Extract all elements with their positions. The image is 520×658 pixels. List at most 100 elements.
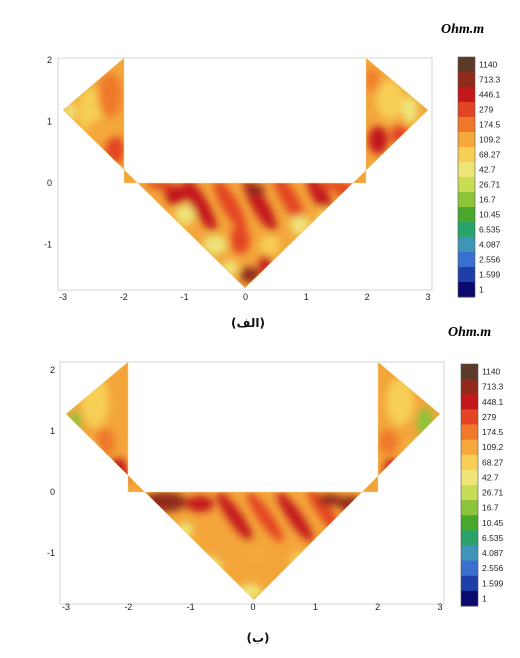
colorbar-label: 68.27 [479,150,501,160]
x-axis-ticks: -3 -2 -1 0 1 2 3 [59,292,431,302]
colorbar-label: 1 [482,593,487,603]
colorbar-swatch [461,439,478,456]
y-tick-label: 1 [50,426,55,436]
colorbar-swatch [461,590,478,607]
resistivity-patch [318,180,342,190]
colorbar-swatch [458,117,475,133]
resistivity-patch [69,412,81,432]
resistivity-patch [175,205,195,225]
x-axis-ticks: -3 -2 -1 0 1 2 3 [62,602,443,612]
resistivity-patch [140,507,160,527]
colorbar-swatch [461,530,478,546]
colorbar-swatch [461,515,478,531]
colorbar-swatch [458,267,475,283]
colorbar-swatch [461,394,478,410]
resistivity-patch [368,126,388,154]
colorbar-swatch [458,282,475,298]
colorbar-label: 1140 [482,367,501,377]
colorbar-swatch [458,87,475,103]
resistivity-patch [332,534,348,550]
colorbar-swatch [461,379,478,395]
resistivity-patch [105,136,125,164]
y-axis-ticks: 2 1 0 -1 [44,55,52,250]
x-tick-label: 2 [365,292,370,302]
resistivity-patch [402,96,418,124]
y-tick-label: 2 [47,55,52,65]
colorbar-swatch [458,207,475,223]
resistivity-patch [207,574,223,586]
resistivity-patch [390,125,410,145]
colorbar-swatch [458,177,475,193]
colorbar-swatch [461,424,478,441]
resistivity-patch [163,185,187,205]
resistivity-patch [167,539,183,555]
resistivity-patch [366,68,378,92]
colorbar-label: 446.1 [479,90,501,100]
colorbar-swatch [458,132,475,148]
x-tick-label: -1 [181,292,189,302]
plot-frame [59,361,445,605]
colorbar-swatch [461,560,478,577]
colorbar-swatch [461,575,478,592]
resistivity-patch [86,120,114,140]
resistivity-patch [95,428,115,456]
resistivity-patch [98,73,122,117]
colorbar-swatch [458,162,475,178]
colorbar-label: 713.3 [479,75,501,85]
x-tick-label: 1 [313,602,318,612]
resistivity-patch [230,226,250,254]
x-tick-label: 2 [375,602,380,612]
colorbar-label: 174.5 [479,120,501,130]
colorbar-label: 448.1 [482,397,504,407]
resistivity-patch [276,492,314,542]
colorbar-swatch [461,454,478,471]
resistivity-patch [213,178,247,232]
colorbar-title: Ohm.m [441,22,484,37]
colorbar: 1140 713.3 448.1 279 174.5 109.2 68.27 42.7 26.7… [460,363,504,607]
resistivity-field [63,58,428,288]
resistivity-patch [183,178,217,232]
colorbar-frame [460,363,479,607]
resistivity-patch [238,584,262,600]
resistivity-patch [146,180,174,190]
resistivity-patch [64,102,76,122]
colorbar-label: 10.45 [482,518,504,528]
resistivity-patch [246,492,284,542]
resistivity-patch [203,235,227,255]
colorbar-swatch [461,469,478,486]
y-tick-label: 1 [47,117,52,127]
colorbar-swatch [461,485,478,501]
colorbar-label: 68.27 [482,457,504,467]
colorbar-swatch [458,192,475,208]
resistivity-patch [260,235,280,255]
colorbar-label: 109.2 [479,135,501,145]
colorbar-swatch [458,72,475,88]
x-tick-label: 3 [437,602,442,612]
resistivity-patch [245,184,265,196]
y-tick-label: -1 [47,548,55,558]
colorbar-swatch [461,500,478,516]
plot-frame [57,57,433,291]
y-tick-label: 0 [50,487,55,497]
colorbar-swatch [461,409,478,425]
colorbar-label: 1.599 [479,270,501,280]
colorbar-label: 2.556 [479,255,501,265]
resistivity-patch [290,215,310,235]
resistivity-patch [417,408,433,436]
y-tick-label: 0 [47,178,52,188]
resistivity-patch [81,376,109,428]
colorbar: 1140 713.3 446.1 279 174.5 109.2 68.27 42.7 26.7… [457,56,501,298]
resistivity-patch [287,571,303,583]
colorbar-label: 10.45 [479,210,501,220]
x-tick-label: 3 [425,292,430,302]
resistivity-patch [273,173,307,227]
colorbar-swatch [458,102,475,118]
resistivity-patch [378,430,398,454]
resistivity-patch [409,442,421,462]
colorbar-swatch [458,237,475,253]
colorbar-label: 1140 [479,60,498,70]
colorbar-swatch [458,222,475,238]
resistivity-patch [216,492,254,542]
x-tick-label: -3 [62,602,70,612]
resistivity-patch [186,496,214,512]
